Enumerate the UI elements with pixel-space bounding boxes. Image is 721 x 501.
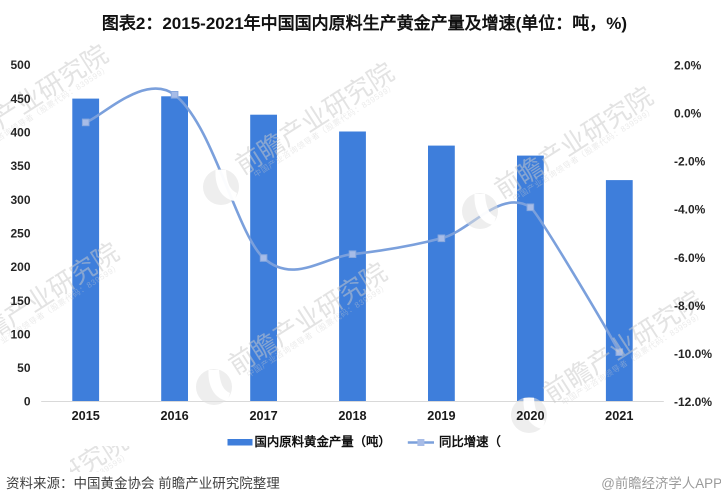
svg-text:-10.0%: -10.0% [674,347,712,361]
svg-text:150: 150 [10,294,30,308]
svg-text:2020: 2020 [516,409,544,423]
svg-text:2.0%: 2.0% [674,59,702,73]
svg-text:2016: 2016 [160,409,188,423]
svg-text:-12.0%: -12.0% [674,395,712,409]
svg-text:0.0%: 0.0% [674,107,702,121]
svg-text:-8.0%: -8.0% [674,299,706,313]
svg-text:2019: 2019 [427,409,455,423]
svg-text:50: 50 [17,361,31,375]
svg-text:-2.0%: -2.0% [674,155,706,169]
svg-text:2015: 2015 [72,409,100,423]
svg-text:0: 0 [24,395,31,409]
svg-text:200: 200 [10,260,30,274]
svg-text:2021: 2021 [605,409,633,423]
svg-text:250: 250 [10,227,30,241]
svg-text:2017: 2017 [249,409,277,423]
svg-text:500: 500 [10,58,30,72]
svg-text:-4.0%: -4.0% [674,203,706,217]
svg-text:2018: 2018 [338,409,366,423]
svg-text:400: 400 [10,126,30,140]
svg-text:-6.0%: -6.0% [674,251,706,265]
svg-text:350: 350 [10,159,30,173]
svg-text:300: 300 [10,193,30,207]
svg-text:450: 450 [10,92,30,106]
svg-text:100: 100 [10,327,30,341]
